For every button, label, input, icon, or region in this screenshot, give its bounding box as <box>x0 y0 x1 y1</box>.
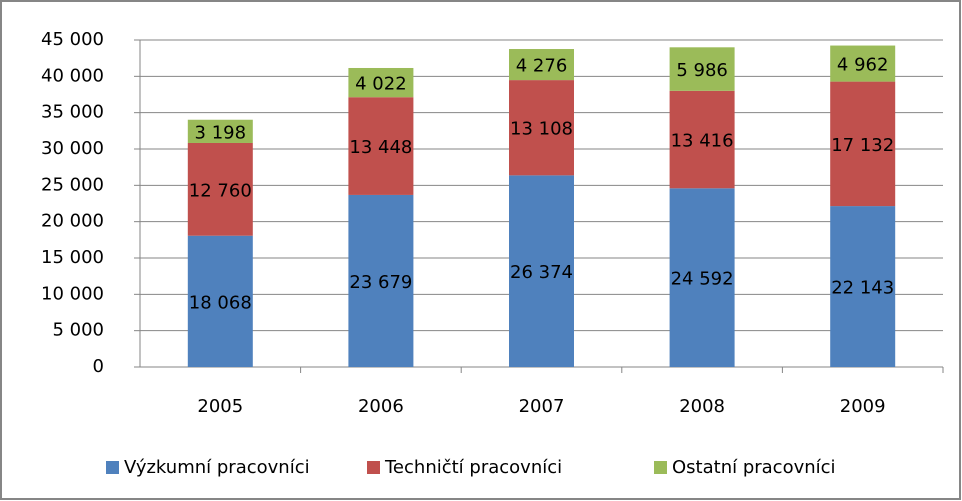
bar-segment <box>348 97 414 195</box>
bar-segment <box>830 206 896 367</box>
bar-segment <box>509 175 574 367</box>
data-label: 18 068 <box>189 292 252 313</box>
y-tick-label: 5 000 <box>52 320 104 341</box>
bar-segment <box>187 235 253 367</box>
legend-swatch <box>367 461 380 474</box>
y-tick-label: 45 000 <box>41 29 104 50</box>
data-label: 22 143 <box>831 278 894 299</box>
legend-label: Výzkumní pracovníci <box>124 457 310 478</box>
data-label: 13 416 <box>671 131 734 152</box>
y-tick-label: 35 000 <box>41 102 104 123</box>
bar-segment <box>348 194 414 367</box>
y-tick-label: 25 000 <box>41 174 104 195</box>
x-tick-label: 2009 <box>840 396 886 417</box>
data-label: 26 374 <box>510 262 573 283</box>
y-tick-label: 40 000 <box>41 65 104 86</box>
data-label: 3 198 <box>195 122 247 143</box>
bar-segment <box>509 49 574 81</box>
y-tick-label: 20 000 <box>41 211 104 232</box>
bar-segment <box>830 45 896 82</box>
bar-segment <box>509 80 574 176</box>
x-tick-label: 2005 <box>197 396 243 417</box>
data-label: 13 108 <box>510 119 573 140</box>
legend-label: Techničtí pracovníci <box>384 457 562 478</box>
data-label: 17 132 <box>831 135 894 156</box>
bar-segment <box>669 47 735 91</box>
bar-segment <box>187 142 253 236</box>
x-tick-label: 2008 <box>679 396 725 417</box>
data-label: 4 022 <box>355 74 407 95</box>
data-label: 5 986 <box>676 60 728 81</box>
x-tick-label: 2006 <box>358 396 404 417</box>
data-label: 13 448 <box>349 137 412 158</box>
bar-segment <box>669 90 735 189</box>
y-tick-label: 10 000 <box>41 283 104 304</box>
data-label: 4 962 <box>837 55 889 76</box>
y-tick-label: 30 000 <box>41 138 104 159</box>
data-label: 23 679 <box>349 272 412 293</box>
data-label: 24 592 <box>671 269 734 290</box>
legend-label: Ostatní pracovníci <box>672 457 836 478</box>
data-label: 4 276 <box>516 56 568 77</box>
y-tick-label: 0 <box>93 356 104 377</box>
x-tick-label: 2007 <box>519 396 565 417</box>
legend-swatch <box>106 461 119 474</box>
data-label: 12 760 <box>189 180 252 201</box>
bar-segment <box>669 188 735 367</box>
legend-swatch <box>654 461 667 474</box>
bar-segment <box>348 67 414 98</box>
y-tick-label: 15 000 <box>41 247 104 268</box>
bar-segment <box>830 81 896 207</box>
bar-segment <box>187 119 253 143</box>
